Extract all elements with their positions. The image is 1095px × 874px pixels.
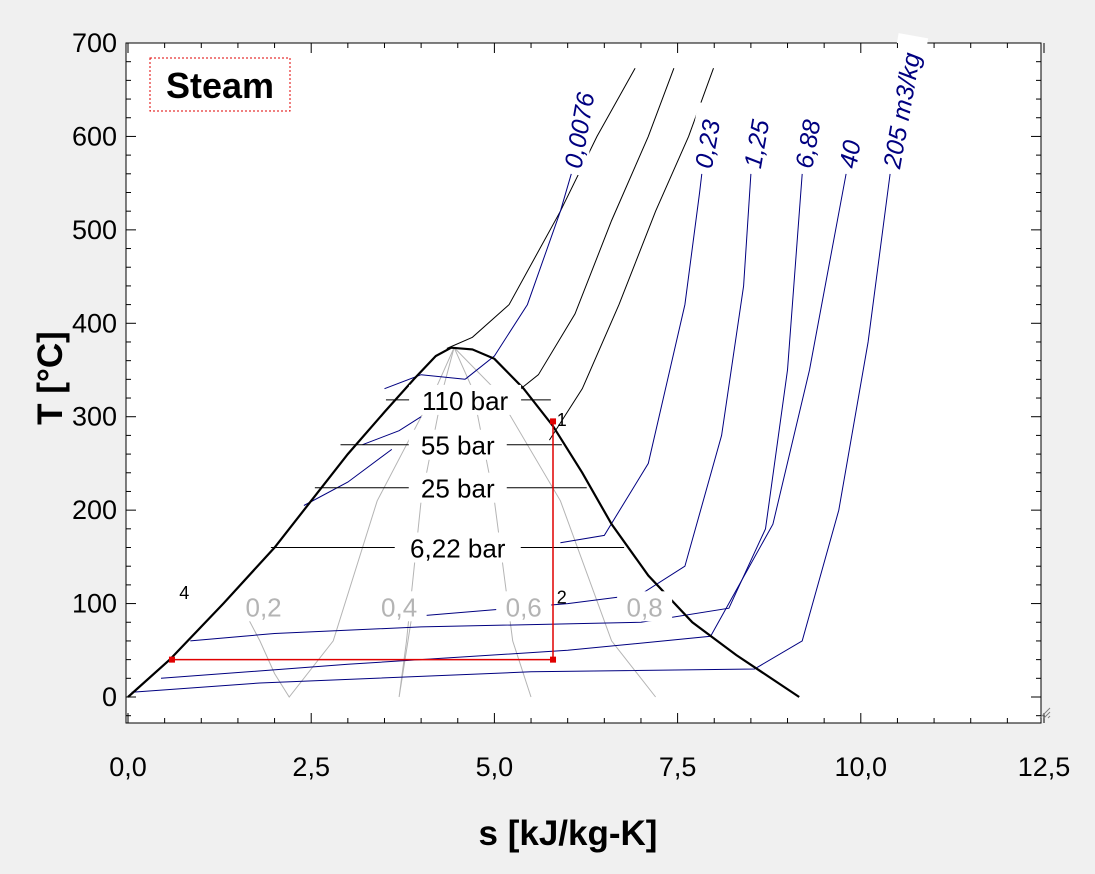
quality-line xyxy=(453,347,656,698)
quality-label-bg xyxy=(496,591,552,622)
y-tick-label: 0 xyxy=(102,682,117,712)
isobar-label-bg xyxy=(409,384,522,415)
isochore-label-bg xyxy=(830,129,868,177)
y-tick-label: 200 xyxy=(72,495,117,525)
x-axis-label: s [kJ/kg-K] xyxy=(479,814,658,853)
quality-label-bg xyxy=(617,591,673,622)
isobar-superheated-line xyxy=(446,67,636,349)
state-point-label: 2 xyxy=(557,588,567,608)
isochore-label: 40 xyxy=(834,138,866,170)
x-tick-label: 12,5 xyxy=(1018,752,1071,782)
resize-grip-icon[interactable] xyxy=(1039,707,1051,719)
y-tick-label: 500 xyxy=(72,215,117,245)
y-axis-label: T [°C] xyxy=(31,331,70,425)
x-tick-label: 5,0 xyxy=(476,752,514,782)
isochore-label-group: 0,23 xyxy=(686,102,728,177)
saturation-dome xyxy=(127,346,800,698)
isobar-label-bg xyxy=(394,532,521,563)
quality-label: 0,2 xyxy=(245,592,281,622)
isobar-label: 55 bar xyxy=(421,431,495,461)
isochore-line xyxy=(560,173,703,544)
isobar-superheated-line xyxy=(548,68,714,441)
cycle-point-marker xyxy=(168,656,175,663)
x-tick-label: 0,0 xyxy=(109,752,147,782)
chart-title: Steam xyxy=(166,65,274,106)
isochore-label-group: 40 xyxy=(830,129,868,177)
isobar-superheated-line xyxy=(508,68,675,399)
isochore-liquid-line xyxy=(303,448,393,506)
y-tick-label: 600 xyxy=(72,121,117,151)
quality-label: 0,6 xyxy=(506,592,542,622)
quality-label-bg xyxy=(236,591,292,622)
state-point-label: 1 xyxy=(557,410,567,430)
quality-label-bg xyxy=(371,591,427,622)
isobar-label: 6,22 bar xyxy=(410,534,506,564)
isochore-line xyxy=(399,173,752,619)
isochore-line xyxy=(464,173,572,380)
isochore-label-bg xyxy=(786,102,829,177)
quality-label: 0,4 xyxy=(381,592,417,622)
y-tick-label: 400 xyxy=(72,308,117,338)
isobar-label: 110 bar xyxy=(422,386,509,416)
quality-label: 0,8 xyxy=(627,592,663,622)
x-tick-label: 7,5 xyxy=(659,752,697,782)
isochore-liquid-line xyxy=(384,374,466,390)
cycle-point-marker xyxy=(550,656,557,663)
x-tick-label: 2,5 xyxy=(292,752,330,782)
isochore-label-bg xyxy=(686,102,728,177)
isochore-line xyxy=(131,173,891,693)
isochore-label-bg xyxy=(555,74,603,177)
isochore-liquid-line xyxy=(362,416,422,446)
y-tick-label: 300 xyxy=(72,402,117,432)
isobar-label: 25 bar xyxy=(421,474,495,504)
x-tick-label: 10,0 xyxy=(835,752,888,782)
y-tick-label: 100 xyxy=(72,589,117,619)
title-box xyxy=(149,57,291,112)
isobar-label-bg xyxy=(408,429,507,460)
cycle-point-marker xyxy=(550,418,557,425)
isochore-label-bg xyxy=(735,102,777,177)
isobar-label-bg xyxy=(408,472,507,503)
isochore-label-bg xyxy=(874,33,929,177)
y-tick-label: 700 xyxy=(72,28,117,58)
state-point-label: 4 xyxy=(179,583,189,603)
